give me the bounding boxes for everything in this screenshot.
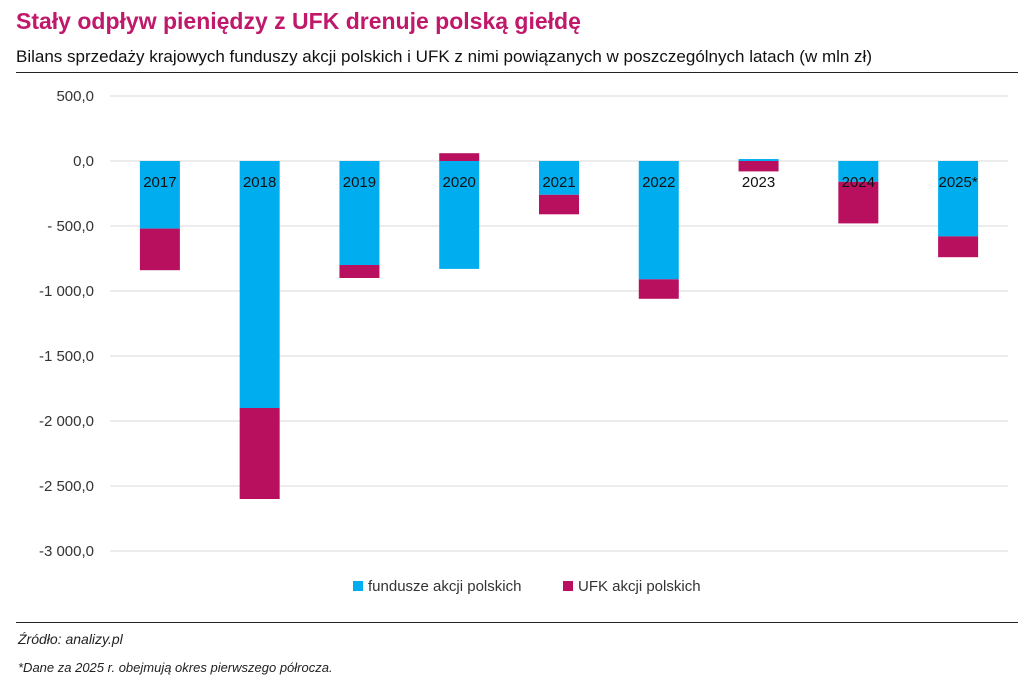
bar-chart: 500,0 0,0 - 500,0 -1 000,0 -1 500,0 -2 000,0 -… <box>39 88 1008 595</box>
bar-fundusze <box>738 159 779 161</box>
chart-title: Stały odpływ pieniędzy z UFK drenuje pol… <box>16 8 581 34</box>
x-category-label: 2018 <box>243 174 276 191</box>
bar-fundusze <box>638 161 679 280</box>
x-category-label: 2017 <box>143 174 176 191</box>
legend-swatch <box>353 581 363 591</box>
x-category-label: 2021 <box>542 174 575 191</box>
y-tick-label: -1 500,0 <box>39 348 94 365</box>
bar-ufk <box>339 265 380 278</box>
bar-ufk <box>638 279 679 299</box>
bar-fundusze <box>539 161 579 195</box>
x-category-label: 2025* <box>939 174 978 191</box>
source-note: Źródło: analizy.pl <box>18 631 123 647</box>
legend-label: fundusze akcji polskich <box>368 578 521 595</box>
y-tick-label: -1 000,0 <box>39 283 94 300</box>
y-tick-label: -3 000,0 <box>39 543 94 560</box>
x-category-label: 2022 <box>642 174 675 191</box>
legend-swatch <box>563 581 573 591</box>
y-tick-label: 500,0 <box>56 88 94 105</box>
bar-fundusze <box>139 161 180 229</box>
bottom-divider <box>16 622 1018 623</box>
footnote: *Dane za 2025 r. obejmują okres pierwsze… <box>18 660 333 675</box>
bar-ufk <box>139 228 180 271</box>
top-divider <box>16 72 1018 73</box>
y-tick-label: 0,0 <box>73 153 94 170</box>
chart-subtitle: Bilans sprzedaży krajowych funduszy akcj… <box>16 47 872 66</box>
bar-fundusze <box>938 161 979 237</box>
bar-ufk <box>738 161 779 172</box>
bar-ufk <box>838 181 879 224</box>
legend-label: UFK akcji polskich <box>578 578 701 595</box>
y-tick-label: -2 000,0 <box>39 413 94 430</box>
bar-ufk <box>239 408 280 499</box>
bar-fundusze <box>239 161 280 408</box>
bar-ufk <box>539 194 579 215</box>
x-category-label: 2023 <box>742 174 775 191</box>
y-tick-label: - 500,0 <box>47 218 94 235</box>
bar-fundusze <box>439 161 480 269</box>
y-tick-label: -2 500,0 <box>39 478 94 495</box>
x-category-label: 2024 <box>842 174 875 191</box>
bar-ufk <box>938 236 979 258</box>
bar-fundusze <box>838 161 879 182</box>
bar-fundusze <box>339 161 380 265</box>
x-category-label: 2020 <box>443 174 476 191</box>
x-category-label: 2019 <box>343 174 376 191</box>
bar-ufk <box>439 153 480 161</box>
